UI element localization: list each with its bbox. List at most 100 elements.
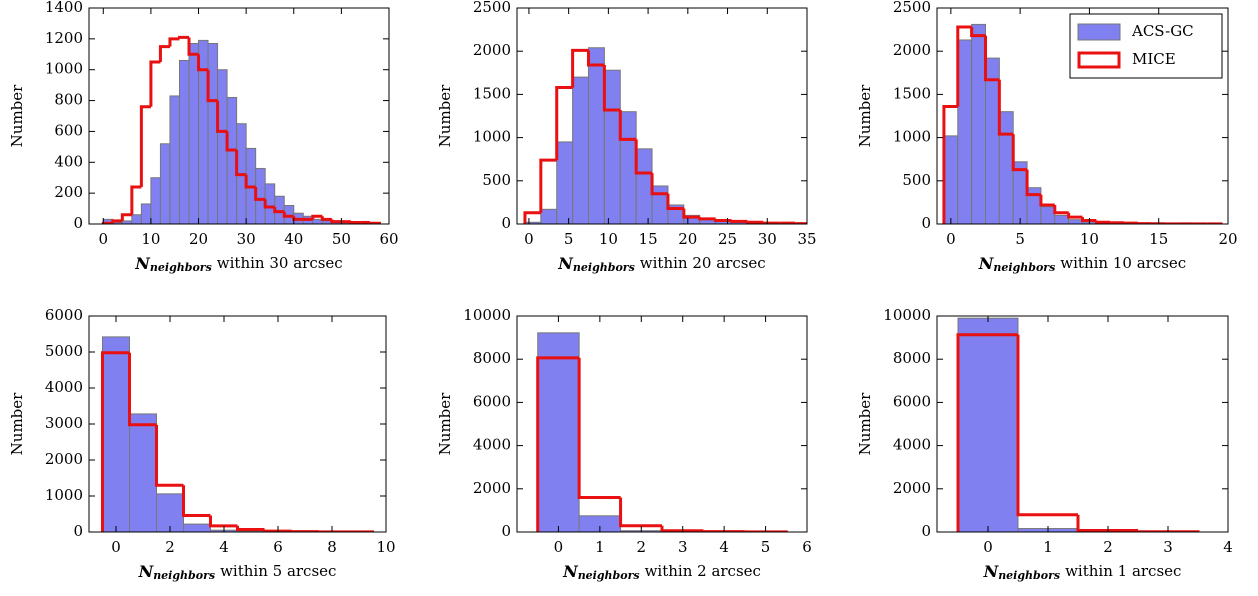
- step: [187, 37, 199, 56]
- step: [970, 27, 986, 38]
- axes-frame: [936, 7, 1229, 225]
- y-tick-label: 4000: [45, 378, 83, 396]
- step: [197, 54, 209, 72]
- x-tick-label: 1: [595, 538, 605, 556]
- y-tick-label: 0: [501, 214, 511, 232]
- x-tick-label: 4: [1223, 538, 1233, 556]
- step: [168, 37, 180, 47]
- x-tick-label: 5: [761, 538, 771, 556]
- x-label-text: within 5 arcsec: [220, 562, 336, 580]
- x-label-subscript: neighbors: [573, 261, 635, 274]
- bar: [1054, 214, 1070, 224]
- step: [618, 109, 637, 141]
- x-label-text: within 20 arcsec: [640, 254, 766, 272]
- bar: [957, 39, 973, 224]
- x-tick-label: 30: [758, 230, 777, 248]
- bar: [540, 208, 558, 224]
- x-axis-label: Nneighbors within 10 arcsec: [978, 254, 1186, 275]
- x-label-subscript: neighbors: [578, 569, 640, 582]
- x-tick-label: 4: [719, 538, 729, 556]
- step: [101, 351, 130, 532]
- bar: [998, 111, 1014, 224]
- y-axis-label: Number: [8, 392, 26, 455]
- step: [235, 149, 247, 177]
- legend-swatch: [1077, 23, 1121, 41]
- y-tick-label: 4000: [893, 436, 931, 454]
- y-tick-label: 400: [54, 152, 83, 170]
- bar: [150, 177, 161, 224]
- plot-area: [101, 336, 374, 532]
- x-tick-label: 0: [99, 230, 109, 248]
- y-tick-label: 1200: [45, 29, 83, 47]
- subplot: 0 1000 2000 3000 4000 5000 6000 0 2 4 6 8 10 Number Nn…: [8, 306, 396, 582]
- step: [254, 186, 266, 201]
- step: [1016, 334, 1078, 517]
- bar: [619, 111, 637, 224]
- axes-frame: [516, 7, 808, 225]
- step: [997, 79, 1014, 136]
- x-axis-label: Nneighbors within 5 arcsec: [138, 562, 337, 583]
- x-label-subscript: neighbors: [153, 569, 215, 582]
- bar: [1012, 161, 1028, 224]
- x-tick-label: 10: [141, 230, 160, 248]
- step: [698, 217, 716, 221]
- y-tick-label: 10000: [463, 306, 511, 324]
- step: [349, 220, 361, 224]
- bar: [159, 143, 171, 224]
- y-axis-label: Number: [8, 84, 26, 147]
- y-tick-label: 600: [54, 121, 83, 139]
- bar: [699, 219, 717, 224]
- x-tick-label: 1: [1043, 538, 1053, 556]
- y-tick-label: 1000: [45, 60, 83, 78]
- y-tick-label: 10000: [883, 306, 931, 324]
- x-tick-label: 8: [327, 538, 337, 556]
- step: [244, 174, 256, 189]
- y-axis-label: Number: [856, 84, 874, 147]
- y-tick-label: 8000: [893, 349, 931, 367]
- step: [523, 211, 541, 224]
- bar: [556, 141, 574, 224]
- x-tick-label: 0: [983, 538, 993, 556]
- bar: [169, 95, 180, 224]
- x-tick-label: 10: [599, 230, 618, 248]
- bar: [178, 59, 190, 224]
- step: [1053, 204, 1069, 215]
- step: [682, 208, 700, 219]
- bar: [943, 135, 959, 224]
- step: [128, 352, 157, 427]
- axes-frame: [88, 7, 390, 225]
- step: [130, 185, 142, 215]
- step: [158, 45, 170, 62]
- step: [330, 219, 342, 224]
- x-tick-label: 5: [1015, 230, 1025, 248]
- step: [1067, 212, 1083, 219]
- step: [745, 220, 764, 224]
- y-tick-label: 2000: [893, 41, 931, 59]
- step: [149, 60, 161, 107]
- step: [206, 69, 218, 103]
- axes-frame: [516, 315, 808, 533]
- y-tick-label: 1000: [893, 128, 931, 146]
- x-tick-label: 40: [284, 230, 303, 248]
- step: [311, 214, 323, 220]
- bar: [183, 523, 211, 532]
- x-tick-label: 5: [564, 230, 574, 248]
- y-tick-label: 1500: [473, 84, 511, 102]
- step: [120, 213, 132, 221]
- bar: [651, 185, 669, 224]
- subplot: 0 500 1000 1500 2000 2500 0 5 10 15 20 25 30 35 Number…: [436, 0, 817, 274]
- step: [660, 525, 704, 532]
- x-label-text: within 1 arcsec: [1065, 562, 1181, 580]
- step: [714, 218, 732, 223]
- y-tick-label: 1400: [45, 0, 83, 16]
- y-tick-label: 2000: [45, 450, 83, 468]
- step: [1039, 194, 1055, 207]
- y-tick-label: 500: [482, 171, 511, 189]
- subplot: 0 200 400 600 800 1000 1200 1400 0 10 20 30 40 50 60 Nu…: [8, 0, 399, 274]
- plot-area: [956, 317, 1200, 532]
- y-axis-label: Number: [436, 392, 454, 455]
- step: [666, 193, 684, 210]
- x-tick-label: 4: [219, 538, 229, 556]
- step: [634, 139, 653, 175]
- y-tick-label: 2000: [893, 479, 931, 497]
